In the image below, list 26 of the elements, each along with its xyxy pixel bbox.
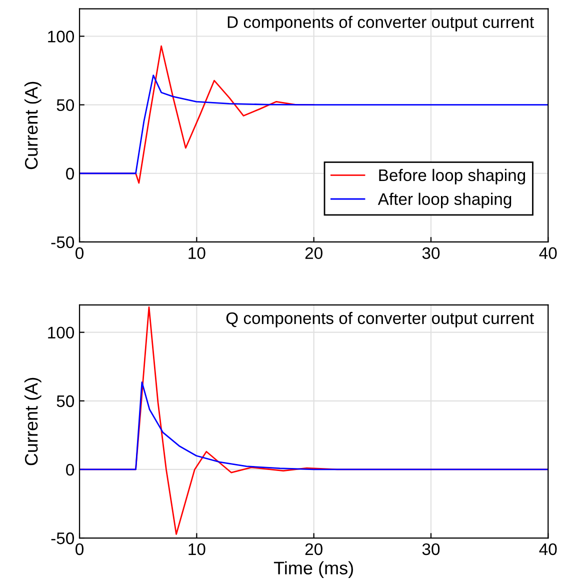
line-series (80, 382, 548, 470)
y-tick-label: -50 (51, 532, 74, 544)
chart-title: D components of converter output current (228, 16, 534, 32)
y-tick-label: 0 (66, 464, 74, 476)
x-tick-label: 0 (76, 543, 84, 556)
y-tick-label: 50 (56, 395, 74, 408)
x-tick-label: 20 (305, 247, 322, 260)
x-tick-label: 40 (539, 247, 557, 260)
legend-label: After loop shaping (378, 192, 512, 208)
y-axis-title: Current (A) (24, 378, 42, 466)
y-tick-label: 0 (66, 168, 74, 180)
x-tick-label: 30 (422, 247, 440, 260)
x-tick-label: 10 (188, 543, 206, 556)
x-tick-label: 20 (305, 543, 322, 556)
x-tick-label: 40 (539, 543, 557, 556)
chart-title: Q components of converter output current (226, 312, 534, 328)
x-axis-title: Time (ms) (274, 561, 353, 578)
legend-label: Before loop shaping (379, 168, 526, 184)
x-tick-label: 0 (76, 247, 84, 260)
x-tick-label: 30 (422, 543, 440, 556)
y-tick-label: 100 (48, 326, 74, 339)
y-tick-label: -50 (51, 236, 74, 248)
x-tick-label: 10 (188, 247, 206, 260)
y-tick-label: 100 (48, 30, 74, 42)
y-tick-label: 50 (56, 99, 74, 112)
y-axis-title: Current (A) (24, 82, 42, 170)
